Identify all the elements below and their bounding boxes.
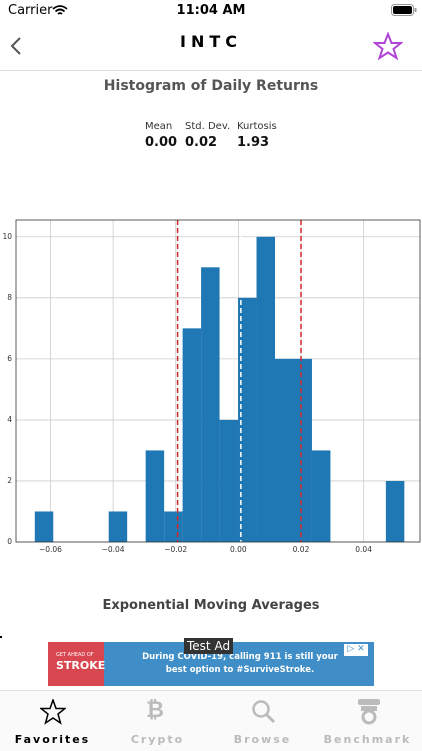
crypto-icon: ₿ [146, 698, 164, 723]
wifi-icon [52, 5, 68, 15]
battery-icon [391, 4, 417, 16]
section-title: Exponential Moving Averages [102, 598, 320, 613]
bar [201, 267, 220, 542]
stat-label: Std. Dev. [185, 121, 231, 132]
chart-title: Histogram of Daily Returns [103, 78, 319, 94]
y-tick-label: 2 [7, 476, 12, 485]
y-tick-label: 10 [2, 232, 12, 241]
bar [238, 297, 257, 542]
stat: Kurtosis 1.93 [237, 121, 277, 150]
bar [34, 511, 54, 542]
favorite-button[interactable] [373, 32, 403, 60]
tab[interactable]: Browse [233, 733, 292, 746]
stat-label: Mean [145, 121, 173, 132]
tab-bar: ₿ Favorites Crypto Browse Benchmark [0, 690, 422, 751]
stat-value: 1.93 [237, 135, 270, 150]
stat-label: Kurtosis [237, 121, 277, 132]
ad-badge: Test Ad [184, 638, 234, 654]
bar [256, 236, 275, 542]
y-tick-label: 6 [7, 354, 12, 363]
bar [182, 328, 202, 542]
bar [108, 511, 128, 542]
y-tick-label: 4 [7, 415, 12, 424]
stat: Mean 0.00 [145, 121, 177, 150]
bar [293, 358, 312, 542]
back-button[interactable] [8, 36, 24, 56]
x-tick-label: −0.04 [102, 545, 125, 554]
bar [145, 450, 165, 542]
tab[interactable]: Favorites [14, 733, 91, 746]
favorites-icon [40, 699, 66, 725]
bar [311, 450, 331, 542]
benchmark-icon [358, 699, 380, 725]
tab[interactable]: Benchmark [323, 733, 412, 746]
stat-value: 0.00 [145, 135, 178, 150]
nav-bar: INTC [0, 20, 422, 71]
stat-value: 0.02 [185, 135, 218, 150]
ad-close[interactable]: ▷ ✕ [344, 644, 368, 656]
clock: 11:04 AM [176, 3, 246, 18]
browse-icon [252, 700, 276, 724]
y-tick-label: 8 [7, 293, 12, 302]
bar [274, 358, 294, 542]
x-tick-label: 0.04 [355, 545, 372, 554]
bar [219, 419, 239, 542]
histogram: 0 2 4 6 8 10 −0.06 −0.04 −0.02 0.00 0.02 0.04 [2, 219, 421, 554]
bar [164, 511, 183, 542]
y-tick-label: 0 [7, 537, 12, 546]
edge-mark [0, 636, 2, 638]
bar [385, 480, 405, 542]
ad-banner[interactable]: GET AHEAD OF STROKE During COVID-19, cal… [48, 638, 374, 686]
stat: Std. Dev. 0.02 [185, 121, 230, 150]
x-tick-label: −0.02 [164, 545, 187, 554]
plot-frame [15, 219, 421, 543]
carrier: Carrier [8, 3, 53, 18]
x-tick-label: −0.06 [39, 545, 62, 554]
ad-brand-top: GET AHEAD OF [56, 652, 94, 658]
ad-brand: STROKE [56, 659, 106, 672]
nav-title: INTC [180, 32, 242, 51]
tab[interactable]: Crypto [130, 733, 185, 746]
ad-text: During COVID-19, calling 911 is still yo… [142, 652, 338, 675]
x-tick-label: 0.02 [293, 545, 310, 554]
status-bar: Carrier 11:04 AM [0, 0, 422, 20]
x-tick-label: 0.00 [230, 545, 247, 554]
